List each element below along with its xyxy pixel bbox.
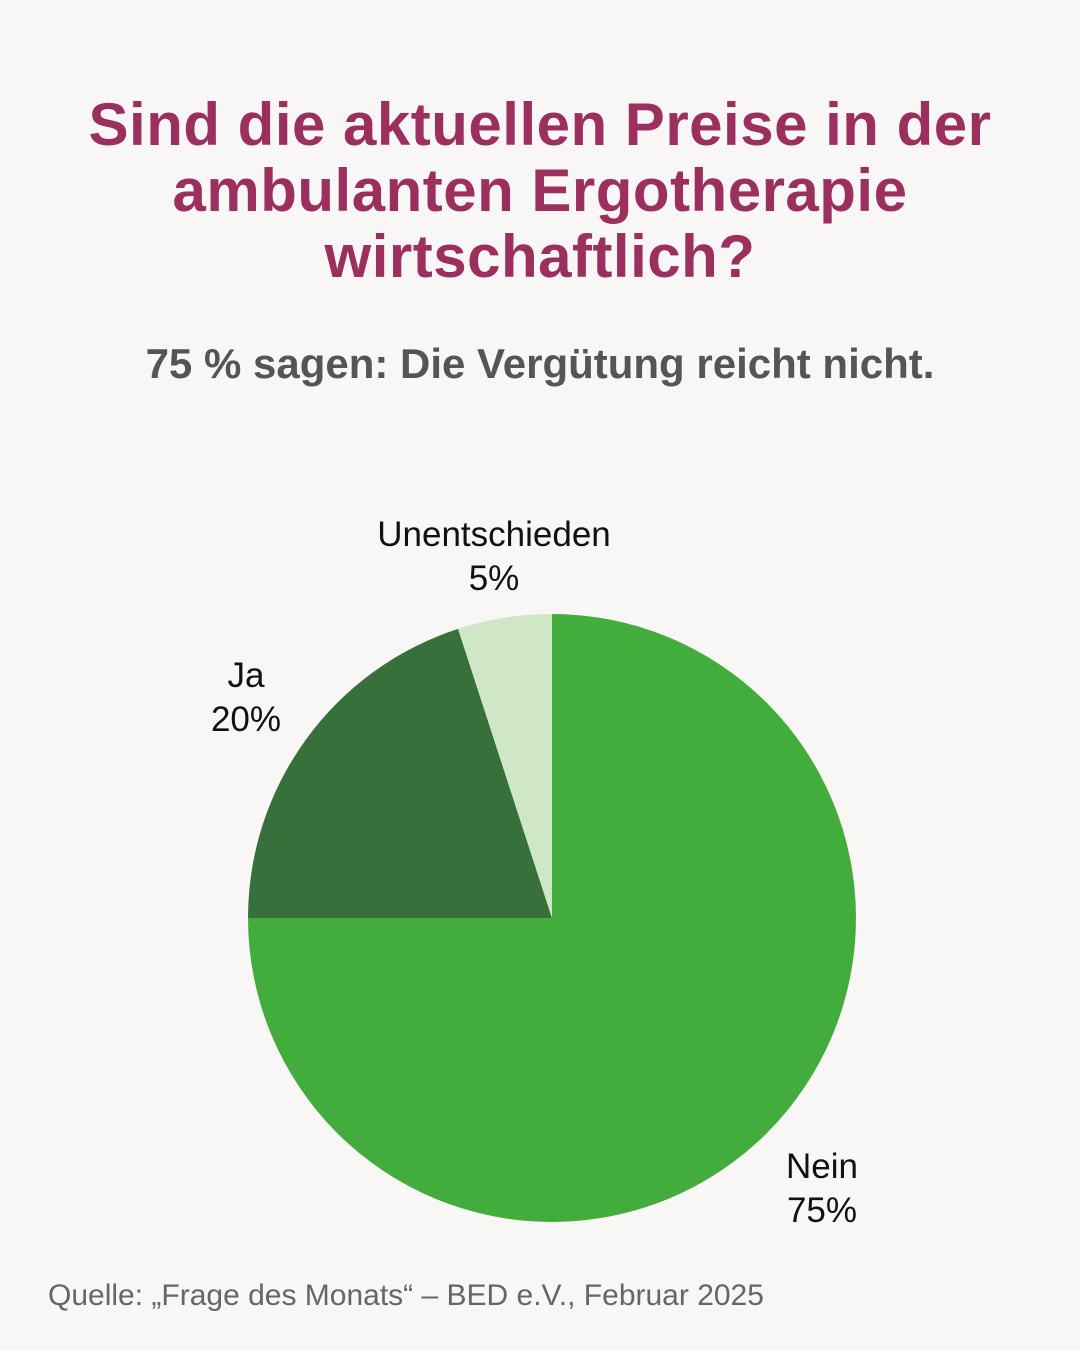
slice-label-unentschieden: Unentschieden bbox=[377, 515, 611, 554]
source-note: Quelle: „Frage des Monats“ – BED e.V., F… bbox=[48, 1279, 764, 1312]
slice-label-nein: Nein bbox=[786, 1147, 858, 1186]
slice-value-unentschieden: 5% bbox=[469, 559, 520, 598]
slice-label-ja: Ja bbox=[228, 656, 266, 695]
pie-slice-unentschieden bbox=[458, 614, 552, 918]
pie-slice-ja bbox=[248, 628, 552, 918]
slice-value-ja: 20% bbox=[211, 700, 281, 739]
page-subtitle: 75 % sagen: Die Vergütung reicht nicht. bbox=[145, 340, 935, 387]
slice-value-nein: 75% bbox=[787, 1191, 857, 1230]
page-title: Sind die aktuellen Preise in der ambulan… bbox=[88, 91, 992, 290]
